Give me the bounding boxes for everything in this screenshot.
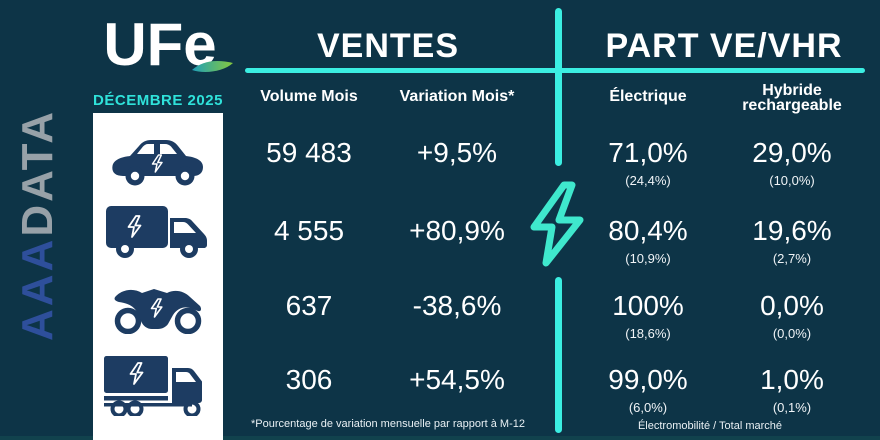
table-cell-variation-van: +80,9%	[409, 215, 505, 246]
table-cell-volume-van: 4 555	[273, 215, 345, 246]
ufe-logo-swoosh-icon	[192, 61, 233, 72]
table-cell-volume-truck: 306	[285, 364, 333, 395]
table-cell-electric-motorcycle: 100% (18,6%)	[612, 290, 684, 342]
vertical-divider-top	[555, 8, 562, 166]
table-cell-variation-motorcycle: -38,6%	[412, 290, 502, 321]
van-icon	[106, 206, 207, 258]
motorcycle-icon	[114, 289, 202, 334]
car-icon	[112, 140, 203, 186]
table-cell-variation-car: +9,5%	[416, 137, 498, 168]
part-footnote: Électromobilité / Total marché	[637, 420, 783, 432]
table-cell-electric-car: 71,0% (24,4%)	[608, 137, 688, 189]
table-cell-variation-truck: +54,5%	[409, 364, 505, 395]
table-cell-hybrid-motorcycle: 0,0% (0,0%)	[760, 290, 824, 342]
aaa-logo-text: AAA	[13, 236, 62, 341]
table-cell-hybrid-van: 19,6% (2,7%)	[752, 215, 832, 267]
ventes-footnote: *Pourcentage de variation mensuelle par …	[251, 418, 525, 430]
column-header-electrique: Électrique	[609, 88, 687, 105]
ventes-section-title: VENTES	[316, 27, 460, 65]
table-cell-electric-truck: 99,0% (6,0%)	[608, 364, 688, 416]
table-cell-hybrid-truck: 1,0% (0,1%)	[760, 364, 824, 416]
vertical-divider-bottom	[555, 277, 562, 433]
table-cell-electric-van: 80,4% (10,9%)	[608, 215, 688, 267]
truck-icon	[104, 356, 202, 416]
column-header-variation: Variation Mois*	[399, 88, 515, 105]
column-header-volume: Volume Mois	[260, 88, 358, 105]
period-badge: DÉCEMBRE 2025	[93, 92, 223, 109]
part-section-title: PART VE/VHR	[605, 27, 843, 65]
table-cell-hybrid-car: 29,0% (10,0%)	[752, 137, 832, 189]
aaa-data-logo: AAADATA	[10, 95, 66, 355]
column-header-hybride: Hybride rechargeable	[742, 82, 842, 114]
table-cell-volume-motorcycle: 637	[285, 290, 333, 321]
lightning-bolt-icon	[530, 181, 584, 267]
table-cell-volume-car: 59 483	[266, 137, 352, 168]
bottom-accent-strip	[0, 436, 880, 440]
data-logo-text: DATA	[13, 109, 62, 237]
